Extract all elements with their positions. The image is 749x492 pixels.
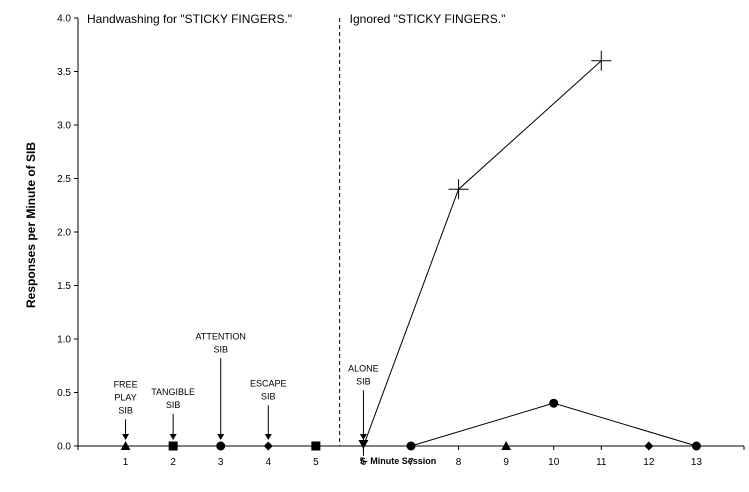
annotation-label: ALONE [348,363,379,373]
data-point-diamond [263,441,273,451]
x-tick-label: 4 [266,457,272,468]
y-tick-label: 4.0 [57,14,71,25]
data-point-circle [691,441,701,451]
annotation-label: SIB [166,400,181,410]
x-tick-label: 2 [170,457,176,468]
data-point-circle [216,441,226,451]
annotation-label: TANGIBLE [151,387,195,397]
y-tick-label: 3.0 [57,121,71,132]
x-tick-label: 9 [503,457,509,468]
x-tick-label: 5 [313,457,319,468]
data-markers [120,50,701,456]
y-axis-title: Responses per Minute of SIB [24,142,38,308]
x-axis-title: 5- Minute Session [360,456,437,466]
x-tick-label: 11 [596,457,607,468]
x-tick-label: 6 [361,457,367,468]
annotation-label: PLAY [114,392,136,402]
x-tick-label: 1 [123,457,129,468]
data-point-plus [591,50,612,71]
annotation-arrow-head [359,434,367,440]
x-tick-label: 3 [218,457,224,468]
y-tick-label: 1.0 [57,335,71,346]
axes: 0.00.51.01.52.02.53.03.54.01 2 3 4 5 6 7 8 9 10 11… [57,14,745,468]
x-tick-label: 12 [643,457,655,468]
annotation-label: ESCAPE [250,378,287,388]
annotation-label: SIB [356,376,371,386]
x-tick-label: 13 [691,457,703,468]
annotation-arrow-head [122,434,130,440]
data-point-circle [406,441,416,451]
annotation-arrow-head [217,434,225,440]
y-tick-label: 0.5 [57,388,71,399]
y-tick-label: 3.5 [57,67,71,78]
data-point-triangle [501,441,511,450]
annotations: FREE PLAY SIB TANGIBLE SIB ATTENTION SIB ESCAPE… [114,331,379,440]
annotation-label: ATTENTION [196,331,246,341]
annotation-label: SIB [213,344,228,354]
data-point-circle [549,398,559,408]
annotation-label: SIB [261,391,276,401]
x-tick-label: 10 [548,457,560,468]
annotation-arrow-head [169,434,177,440]
series-line [410,402,697,447]
data-point-plus [448,179,469,200]
phase-change: Handwashing for "STICKY FINGERS." Ignored… [87,12,505,446]
y-tick-label: 0.0 [57,442,71,453]
y-tick-label: 1.5 [57,281,71,292]
y-tick-label: 2.0 [57,228,71,239]
data-point-square [168,441,178,451]
data-point-triangle [120,441,131,450]
annotation-label: SIB [118,405,133,415]
x-tick-label: 8 [456,457,462,468]
annotation-arrow-head [264,434,272,440]
data-point-diamond [644,441,654,451]
x-tick-label: 7 [408,457,414,468]
annotation-label: FREE [114,379,138,389]
series-line [362,60,602,447]
phase-label-intervention: Ignored "STICKY FINGERS." [350,12,506,26]
phase-label-baseline: Handwashing for "STICKY FINGERS." [87,12,292,26]
series-lines [362,60,697,447]
data-point-square [311,441,321,451]
y-tick-label: 2.5 [57,174,71,185]
